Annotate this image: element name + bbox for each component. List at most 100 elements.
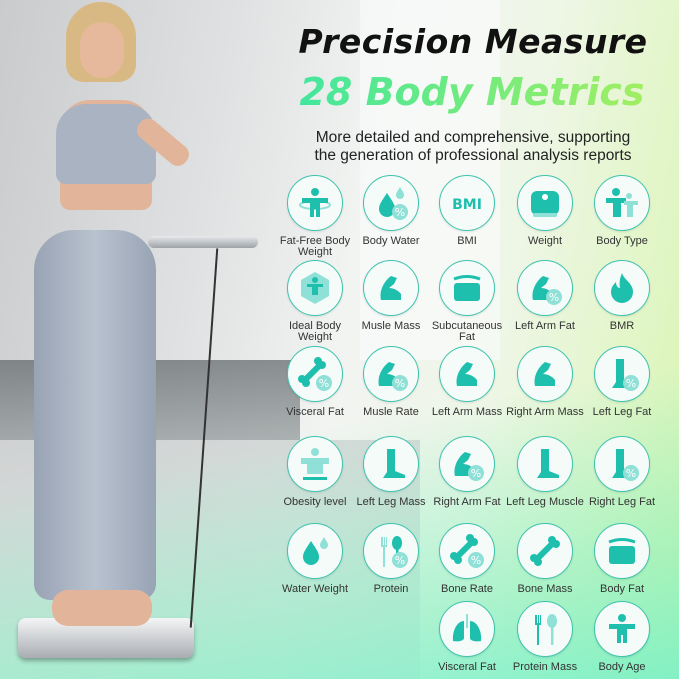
arm-percent-icon: % — [363, 346, 419, 402]
svg-text:%: % — [626, 467, 636, 480]
metric-visceral-fat: % Visceral Fat — [272, 346, 358, 418]
metric-water-weight: Water Weight — [272, 523, 358, 595]
metric-fat-free-body-weight: Fat-Free Body Weight — [272, 175, 358, 258]
metric-label: Musle Mass — [361, 320, 421, 332]
bone-percent-icon: % — [287, 346, 343, 402]
metric-body-fat: Body Fat — [579, 523, 665, 595]
metric-label: Left Arm Fat — [515, 320, 575, 332]
metric-label: Subcutaneous Fat — [431, 320, 503, 343]
metric-label: BMI — [457, 235, 477, 247]
metric-musle-mass: Musle Mass — [348, 260, 434, 332]
flame-icon — [594, 260, 650, 316]
arm-percent-icon: % — [439, 436, 495, 492]
metric-obesity-level: Obesity level — [272, 436, 358, 508]
description-line: the generation of professional analysis … — [314, 147, 632, 164]
metric-bone-rate: % Bone Rate — [424, 523, 510, 595]
water-percent-icon: % — [363, 175, 419, 231]
metric-label: Right Arm Fat — [433, 496, 501, 508]
description: More detailed and comprehensive, support… — [283, 129, 663, 165]
metric-subcutaneous-fat: Subcutaneous Fat — [424, 260, 510, 343]
fat-layer-icon — [594, 523, 650, 579]
fork-spoon-percent-icon: % — [363, 523, 419, 579]
feet — [52, 590, 152, 626]
svg-text:%: % — [549, 291, 559, 304]
metric-left-leg-fat: % Left Leg Fat — [579, 346, 665, 418]
svg-text:%: % — [626, 377, 636, 390]
metric-label: Body Age — [598, 661, 646, 673]
svg-text:%: % — [319, 377, 329, 390]
metric-label: Musle Rate — [363, 406, 419, 418]
metric-label: Body Fat — [599, 583, 645, 595]
person-icon — [594, 601, 650, 657]
metric-visceral-fat: Visceral Fat — [424, 601, 510, 673]
lungs-icon — [439, 601, 495, 657]
subheadline: 28 Body Metrics — [282, 70, 662, 114]
metric-label: Left Leg Muscle — [506, 496, 584, 508]
metric-label: Right Arm Mass — [506, 406, 584, 418]
bone-icon — [517, 523, 573, 579]
metric-label: Visceral Fat — [438, 661, 496, 673]
metric-left-arm-fat: % Left Arm Fat — [502, 260, 588, 332]
metric-label: Left Leg Fat — [592, 406, 652, 418]
metric-label: Fat-Free Body Weight — [279, 235, 351, 258]
metric-left-leg-muscle: Left Leg Muscle — [502, 436, 588, 508]
fork-spoon-icon — [517, 601, 573, 657]
metric-ideal-body-weight: Ideal Body Weight — [272, 260, 358, 343]
obesity-icon — [287, 436, 343, 492]
arm-percent-icon: % — [517, 260, 573, 316]
scale-icon — [517, 175, 573, 231]
metric-body-age: Body Age — [579, 601, 665, 673]
metric-label: Body Type — [596, 235, 648, 247]
face — [80, 22, 124, 78]
leg-icon — [517, 436, 573, 492]
metric-weight: Weight — [502, 175, 588, 247]
leg-percent-icon: % — [594, 436, 650, 492]
leg-percent-icon: % — [594, 346, 650, 402]
metric-label: BMR — [609, 320, 635, 332]
person-hoop-icon — [287, 175, 343, 231]
metric-label: Right Leg Fat — [588, 496, 656, 508]
metric-label: Weight — [527, 235, 563, 247]
bmi-text-icon: BMI — [439, 175, 495, 231]
metric-label: Visceral Fat — [286, 406, 344, 418]
bone-percent-icon: % — [439, 523, 495, 579]
arm-muscle-icon — [517, 346, 573, 402]
metric-label: Body Water — [362, 235, 420, 247]
leg-icon — [363, 436, 419, 492]
arm-muscle-icon — [439, 346, 495, 402]
svg-text:%: % — [395, 206, 405, 219]
metric-label: Ideal Body Weight — [289, 320, 341, 343]
fat-layer-icon — [439, 260, 495, 316]
handle-bar — [148, 236, 258, 248]
svg-text:%: % — [471, 467, 481, 480]
sports-bra — [56, 104, 156, 184]
metric-bone-mass: Bone Mass — [502, 523, 588, 595]
body-type-icon — [594, 175, 650, 231]
water-drop-icon — [287, 523, 343, 579]
metric-label: Bone Rate — [441, 583, 493, 595]
metric-bmi: BMI BMI — [424, 175, 510, 247]
metric-label: Protein — [373, 583, 409, 595]
metric-label: Water Weight — [281, 583, 349, 595]
svg-text:%: % — [395, 377, 405, 390]
metric-left-leg-mass: Left Leg Mass — [348, 436, 434, 508]
description-line: More detailed and comprehensive, support… — [315, 129, 631, 146]
metric-right-arm-mass: Right Arm Mass — [502, 346, 588, 418]
metric-body-type: Body Type — [579, 175, 665, 247]
metric-protein-mass: Protein Mass — [502, 601, 588, 673]
metric-label: Protein Mass — [512, 661, 578, 673]
person-hexagon-icon — [287, 260, 343, 316]
metric-right-arm-fat: % Right Arm Fat — [424, 436, 510, 508]
svg-text:BMI: BMI — [452, 197, 482, 213]
metric-label: Left Leg Mass — [356, 496, 426, 508]
metric-body-water: % Body Water — [348, 175, 434, 247]
headline: Precision Measure — [298, 22, 648, 61]
arm-muscle-icon — [363, 260, 419, 316]
metric-left-arm-mass: Left Arm Mass — [424, 346, 510, 418]
metric-label: Left Arm Mass — [431, 406, 503, 418]
svg-text:%: % — [395, 554, 405, 567]
metric-bmr: BMR — [579, 260, 665, 332]
metric-right-leg-fat: % Right Leg Fat — [579, 436, 665, 508]
svg-text:%: % — [471, 554, 481, 567]
metric-protein: % Protein — [348, 523, 434, 595]
